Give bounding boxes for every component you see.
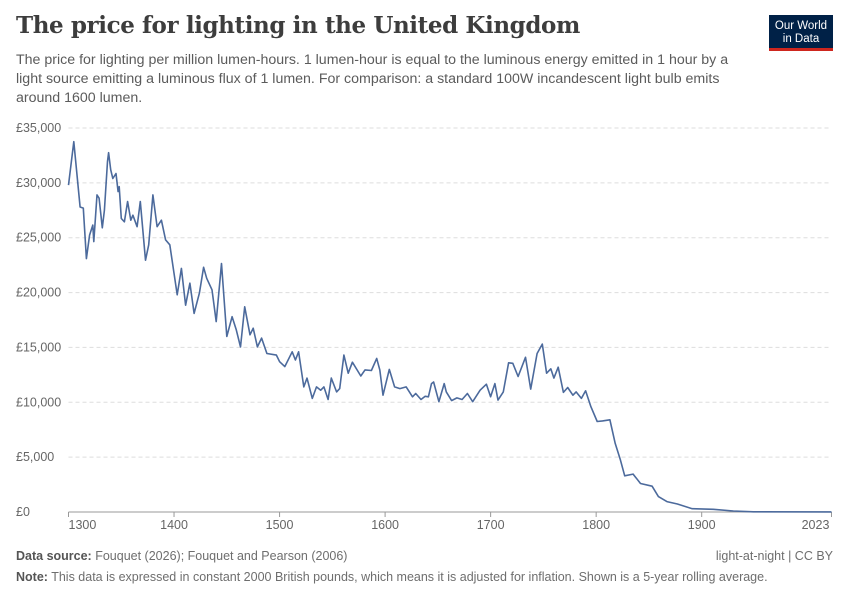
y-tick-label: £25,000 (16, 231, 61, 245)
y-tick-label: £5,000 (16, 450, 54, 464)
x-tick-label: 1700 (477, 518, 505, 532)
note-label: Note: (16, 570, 48, 584)
x-tick-label: 1800 (582, 518, 610, 532)
x-tick-label: 1400 (160, 518, 188, 532)
y-tick-label: £15,000 (16, 340, 61, 354)
x-tick-label: 2023 (802, 518, 830, 532)
y-tick-label: £30,000 (16, 176, 61, 190)
note: Note: This data is expressed in constant… (16, 570, 768, 584)
x-tick-label: 1500 (266, 518, 294, 532)
license[interactable]: light-at-night | CC BY (715, 549, 833, 563)
note-text: This data is expressed in constant 2000 … (51, 570, 768, 584)
source-text[interactable]: Fouquet (2026); Fouquet and Pearson (200… (95, 549, 348, 563)
y-tick-label: £35,000 (16, 121, 61, 135)
chart-subtitle: The price for lighting per million lumen… (16, 52, 729, 106)
y-tick-label: £0 (16, 505, 30, 519)
chart-title: The price for lighting in the United Kin… (16, 12, 580, 39)
x-tick-label: 1600 (371, 518, 399, 532)
y-tick-label: £20,000 (16, 286, 61, 300)
owid-logo[interactable]: Our World in Data (769, 15, 833, 51)
price-line (67, 140, 832, 513)
x-tick-label: 1900 (688, 518, 716, 532)
x-tick-label: 1300 (69, 518, 97, 532)
data-source: Data source: Fouquet (2026); Fouquet and… (16, 549, 347, 563)
source-label: Data source: (16, 549, 92, 563)
y-tick-label: £10,000 (16, 395, 61, 409)
